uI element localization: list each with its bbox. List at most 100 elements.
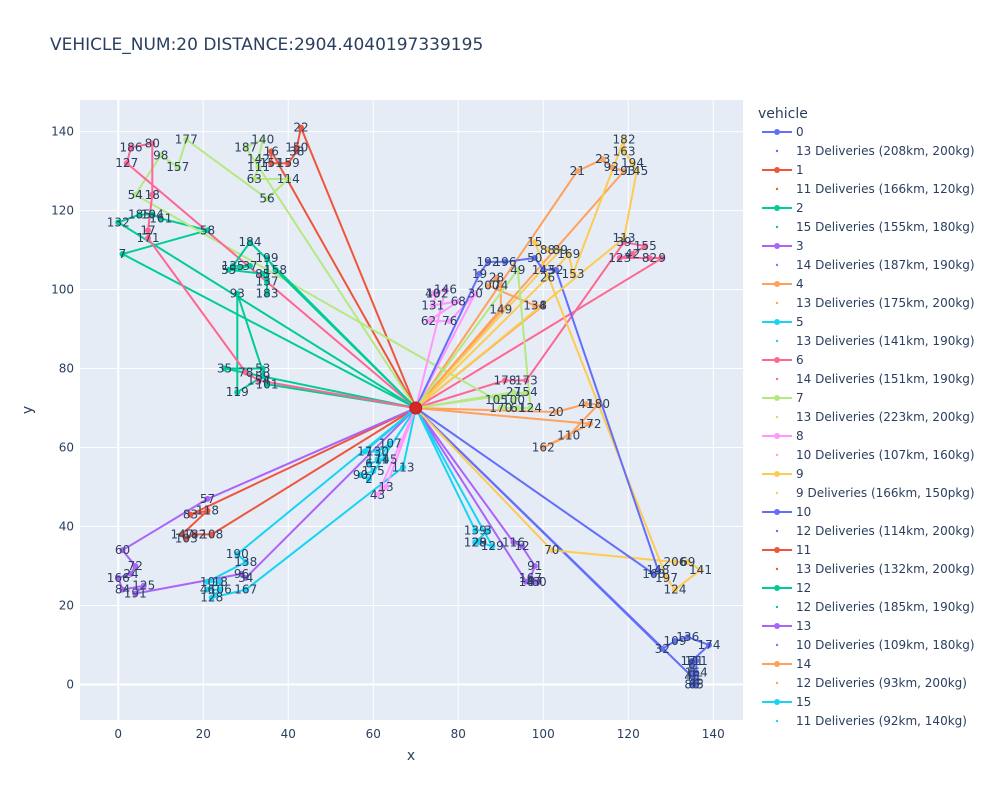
legend-entry[interactable]: 10 <box>796 505 811 519</box>
stop-point <box>298 124 304 131</box>
stop-point <box>565 251 572 258</box>
stop-point <box>476 539 483 546</box>
stop-label: 42 <box>625 247 640 261</box>
stop-label: 85 <box>255 267 270 281</box>
legend-entry[interactable]: 2 <box>796 201 804 215</box>
legend-entry[interactable]: 3 <box>796 239 804 253</box>
stop-label: 149 <box>489 302 512 316</box>
stop-label: 78 <box>238 365 253 379</box>
x-tick-label: 0 <box>114 727 122 741</box>
stop-point <box>293 148 300 155</box>
legend-entry[interactable]: 8 <box>796 429 804 443</box>
stop-point <box>689 673 695 680</box>
stop-point <box>544 247 551 254</box>
stop-label: 154 <box>515 385 538 399</box>
legend-entry[interactable]: 11 <box>796 543 811 557</box>
stop-label: 184 <box>239 235 262 249</box>
stop-point <box>621 148 627 155</box>
legend-entry[interactable]: 14 Deliveries (151km, 190kg) <box>796 372 975 386</box>
stop-label: 196 <box>494 255 517 269</box>
legend-entry[interactable]: 9 Deliveries (166km, 150pkg) <box>796 486 975 500</box>
stop-label: 32 <box>655 642 670 656</box>
stop-point <box>497 405 504 412</box>
stop-label: 138 <box>234 555 257 569</box>
stop-label: 142 <box>247 152 270 166</box>
legend-entry[interactable]: 13 Deliveries (208km, 200kg) <box>796 144 975 158</box>
legend-entry[interactable]: 15 Deliveries (155km, 180kg) <box>796 220 975 234</box>
stop-label: 70 <box>544 543 559 557</box>
legend-entry[interactable]: 10 Deliveries (109km, 180kg) <box>796 638 975 652</box>
legend-entry[interactable]: 6 <box>796 353 804 367</box>
stop-label: 200 <box>477 279 500 293</box>
stop-point <box>655 566 661 573</box>
stop-label: 18 <box>145 188 160 202</box>
stop-label: 128 <box>464 535 487 549</box>
stop-point <box>510 397 517 404</box>
stop-point <box>472 290 479 297</box>
legend-entry[interactable]: 9 <box>796 467 804 481</box>
legend-entry[interactable]: 12 Deliveries (93km, 200kg) <box>796 676 967 690</box>
legend-entry[interactable]: 14 Deliveries (187km, 190kg) <box>796 258 975 272</box>
legend-entry[interactable]: 12 Deliveries (114km, 200kg) <box>796 524 975 538</box>
stop-point <box>242 574 249 581</box>
legend-entry[interactable]: 13 <box>796 619 811 633</box>
legend-entry[interactable]: 5 <box>796 315 804 329</box>
legend-entry[interactable]: 10 Deliveries (107km, 160kg) <box>796 448 975 462</box>
stop-point <box>149 140 156 147</box>
stop-label: 180 <box>587 397 610 411</box>
legend-entry[interactable]: 13 Deliveries (132km, 200kg) <box>796 562 975 576</box>
stop-point <box>663 574 670 581</box>
stop-point <box>493 397 500 404</box>
stop-point <box>446 318 453 325</box>
stop-label: 137 <box>256 275 279 289</box>
stop-point <box>366 476 372 483</box>
legend-entry[interactable]: 7 <box>796 391 804 405</box>
stop-point <box>531 239 538 246</box>
stop-label: 3 <box>484 523 492 537</box>
stop-label: 178 <box>494 373 517 387</box>
stop-point <box>485 258 491 265</box>
stop-label: 22 <box>293 121 308 135</box>
stop-point <box>387 440 394 447</box>
legend-entry[interactable]: 14 <box>796 657 811 671</box>
stop-point <box>264 254 270 261</box>
stop-label: 191 <box>124 587 147 601</box>
stop-point <box>502 258 508 265</box>
stop-label: 17 <box>140 223 155 237</box>
legend-entry[interactable]: 11 Deliveries (166km, 120kg) <box>796 182 975 196</box>
legend-entry[interactable]: 13 Deliveries (223km, 200kg) <box>796 410 975 424</box>
stop-label: 54 <box>128 188 143 202</box>
legend-entry[interactable]: 1 <box>796 163 804 177</box>
stop-label: 104 <box>141 208 164 222</box>
legend-entry[interactable]: 0 <box>796 125 804 139</box>
stop-label: 65 <box>689 677 704 691</box>
legend-entry[interactable]: 15 <box>796 695 811 709</box>
legend-entry[interactable]: 13 Deliveries (141km, 190kg) <box>796 334 975 348</box>
stop-point <box>497 282 504 289</box>
stop-label: 102 <box>426 287 449 301</box>
legend-entry[interactable]: 11 Deliveries (92km, 140kg) <box>796 714 967 728</box>
legend-entry[interactable]: 12 Deliveries (185km, 190kg) <box>796 600 975 614</box>
legend-entry[interactable]: 4 <box>796 277 804 291</box>
stop-label: 17 <box>357 444 372 458</box>
stop-point <box>242 369 249 376</box>
x-tick-label: 140 <box>702 727 725 741</box>
route-points <box>115 124 712 688</box>
stop-label: 185 <box>128 208 151 222</box>
stop-label: 26 <box>540 271 555 285</box>
stop-label: 89 <box>553 243 568 257</box>
stop-label: 175 <box>362 464 385 478</box>
stop-label: 100 <box>502 393 525 407</box>
legend-dot-swatch <box>775 377 779 381</box>
stop-point <box>693 657 700 664</box>
y-tick-label: 40 <box>59 519 74 533</box>
stop-label: 28 <box>489 271 504 285</box>
stop-point <box>599 156 606 163</box>
stop-point <box>204 507 211 514</box>
stop-label: 192 <box>477 255 500 269</box>
legend-entry[interactable]: 12 <box>796 581 811 595</box>
stop-label: 171 <box>366 452 389 466</box>
legend[interactable]: vehicle 013 Deliveries (208km, 200kg)111… <box>758 106 975 728</box>
stop-point <box>374 448 381 455</box>
legend-entry[interactable]: 13 Deliveries (175km, 200kg) <box>796 296 975 310</box>
